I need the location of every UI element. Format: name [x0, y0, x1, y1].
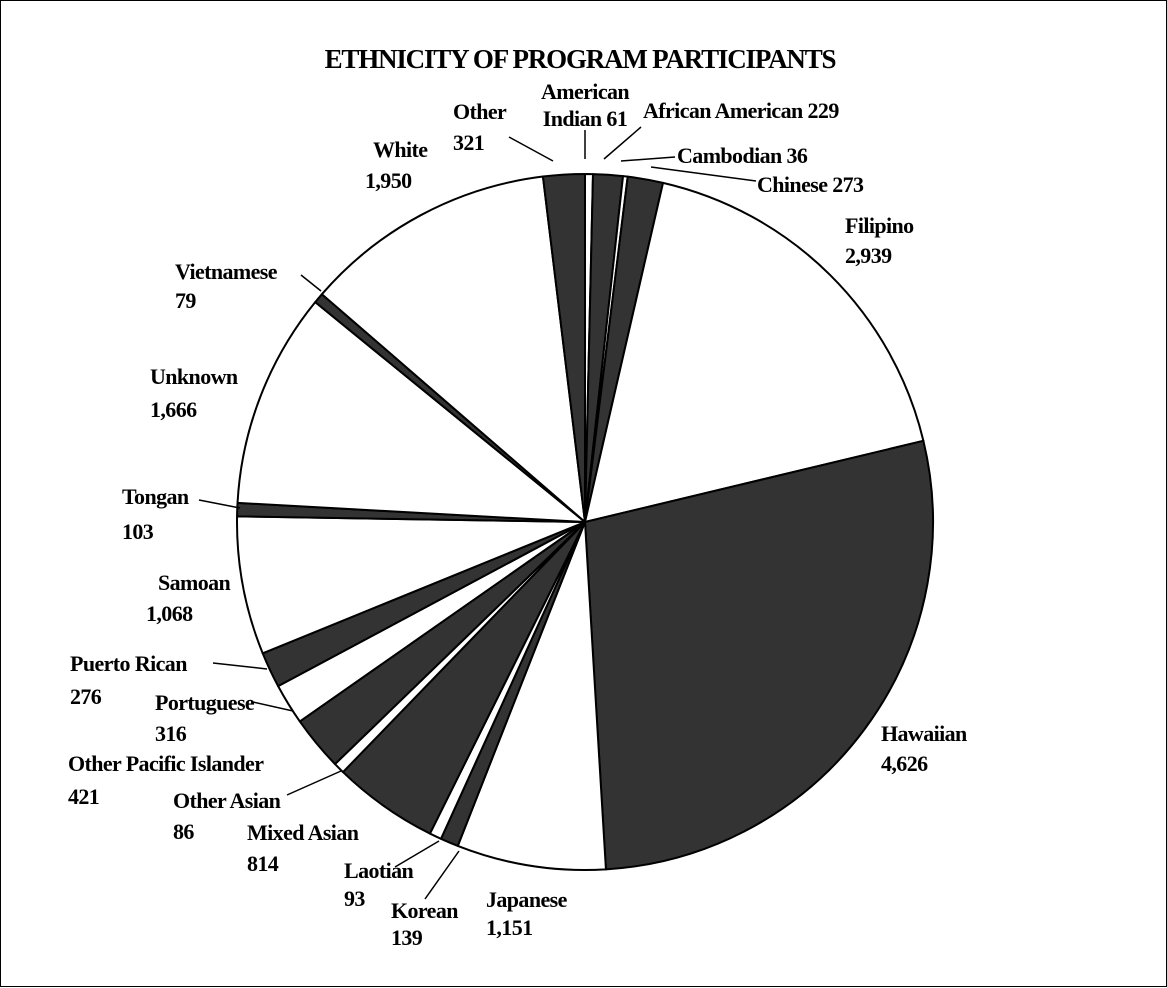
chart-title: ETHNICITY OF PROGRAM PARTICIPANTS: [325, 44, 836, 74]
leader-line-portuguese: [252, 701, 294, 712]
slice-value-other-pacific-islander: 421: [68, 784, 99, 809]
slice-label-african-american: African American 229: [643, 98, 839, 123]
pie-slice-japanese: [456, 521, 607, 871]
leader-line-other: [508, 136, 554, 162]
pie-slice-white: [320, 175, 586, 523]
slice-label-other-asian: Other Asian: [173, 788, 281, 813]
slice-label-cambodian: Cambodian 36: [677, 143, 808, 168]
slice-value-other: 321: [453, 130, 484, 155]
slice-value-tongan: 103: [122, 519, 154, 544]
leader-line-puerto-rican: [212, 662, 268, 670]
slice-value-portuguese: 316: [155, 721, 187, 746]
slice-value-japanese: 1,151: [486, 915, 533, 940]
slice-value-hawaiian: 4,626: [881, 751, 928, 776]
pie-slice-samoan: [236, 515, 586, 655]
slice-label-korean: Korean: [391, 898, 458, 923]
pie-slice-unknown: [236, 301, 586, 523]
slice-label-portuguese: Portuguese: [155, 690, 255, 715]
slice-label-mixed-asian: Mixed Asian: [247, 820, 359, 845]
pie-slices: [236, 172, 934, 871]
slice-value-laotian: 93: [344, 886, 365, 911]
slice-label-samoan: Samoan: [158, 570, 231, 595]
slice-label-japanese: Japanese: [486, 887, 568, 912]
slice-value-other-asian: 86: [173, 819, 194, 844]
slice-label-filipino: Filipino: [845, 213, 914, 238]
slice-value-white: 1,950: [365, 168, 412, 193]
slice-label-tongan: Tongan: [122, 484, 189, 509]
leader-line-african-american: [603, 126, 642, 160]
slice-value-mixed-asian: 814: [247, 851, 279, 876]
slice-label-puerto-rican: Puerto Rican: [70, 651, 187, 676]
leader-line-korean: [424, 850, 460, 900]
slice-value-korean: 139: [391, 925, 423, 950]
leader-line-other-asian: [286, 770, 342, 796]
slice-label-white: White: [373, 137, 428, 162]
slice-value-samoan: 1,068: [146, 601, 193, 626]
leader-line-cambodian: [620, 156, 676, 162]
slice-label-other: Other: [453, 99, 507, 124]
slice-value-vietnamese: 79: [175, 288, 196, 313]
pie-slice-filipino: [584, 181, 925, 523]
slice-value-unknown: 1,666: [150, 397, 197, 422]
slice-label-unknown: Unknown: [150, 364, 238, 389]
slice-label-laotian: Laotian: [344, 858, 414, 883]
slice-value-puerto-rican: 276: [70, 684, 102, 709]
leader-line-tongan: [198, 499, 241, 509]
slice-label-vietnamese: Vietnamese: [175, 259, 278, 284]
leader-line-vietnamese: [300, 274, 322, 292]
pie-slice-other: [541, 173, 586, 523]
slice-value-filipino: 2,939: [845, 243, 892, 268]
slice-label-chinese: Chinese 273: [757, 172, 864, 197]
leader-lines: [198, 126, 757, 900]
pie-slice-hawaiian: [584, 439, 934, 871]
leader-line-laotian: [394, 840, 440, 868]
slice-label-other-pacific-islander: Other Pacific Islander: [68, 751, 264, 776]
slice-labels: American Indian 61 African American 229 Cam…: [68, 79, 968, 950]
leader-line-chinese: [650, 166, 757, 182]
slice-label-hawaiian: Hawaiian: [881, 721, 967, 746]
slice-label-american-indian: American Indian 61: [541, 79, 629, 131]
